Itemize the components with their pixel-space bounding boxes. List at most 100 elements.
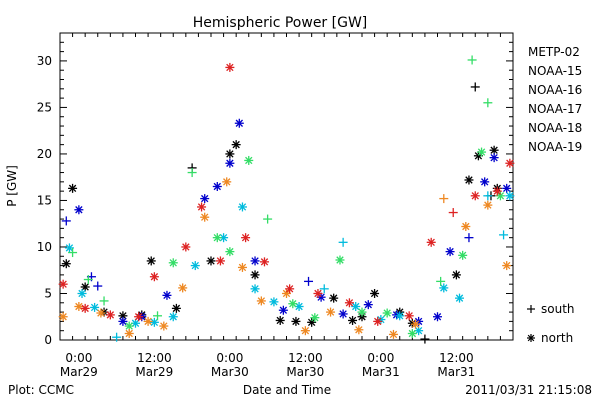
marker-stroke bbox=[484, 201, 492, 209]
marker-stroke bbox=[90, 303, 99, 312]
data-point bbox=[373, 316, 383, 326]
data-point bbox=[492, 186, 502, 196]
marker-stroke bbox=[68, 184, 77, 193]
footer-plot-credit: Plot: CCMC bbox=[8, 383, 74, 397]
x-tick-label: 0:00 bbox=[216, 351, 243, 365]
data-point bbox=[96, 308, 106, 318]
data-point bbox=[388, 329, 398, 339]
marker-stroke bbox=[458, 251, 467, 260]
marker-stroke bbox=[119, 317, 127, 326]
data-point bbox=[483, 200, 493, 210]
marker-stroke bbox=[292, 317, 300, 326]
data-point bbox=[338, 309, 348, 319]
marker-stroke bbox=[358, 308, 366, 316]
data-point bbox=[225, 247, 235, 257]
data-point bbox=[470, 191, 480, 201]
marker-stroke bbox=[480, 178, 489, 186]
data-point bbox=[502, 261, 512, 271]
x-tick-label: Mar29 bbox=[135, 365, 173, 379]
data-point bbox=[241, 233, 251, 243]
marker-stroke bbox=[97, 309, 105, 317]
data-point bbox=[348, 315, 358, 325]
marker-stroke bbox=[251, 271, 259, 279]
data-point bbox=[250, 270, 260, 280]
marker-stroke bbox=[213, 233, 221, 242]
data-point bbox=[275, 315, 285, 325]
marker-stroke bbox=[182, 243, 190, 251]
marker-stroke bbox=[396, 312, 404, 320]
data-point bbox=[335, 255, 345, 265]
marker-stroke bbox=[452, 271, 461, 279]
data-point bbox=[363, 300, 373, 310]
marker-stroke bbox=[119, 312, 127, 320]
marker-stroke bbox=[405, 312, 413, 320]
data-point bbox=[269, 297, 279, 307]
marker-stroke bbox=[257, 297, 266, 305]
data-point bbox=[74, 302, 84, 312]
marker-stroke bbox=[81, 283, 89, 291]
data-point bbox=[357, 307, 367, 317]
data-point bbox=[58, 312, 68, 322]
marker-stroke bbox=[134, 313, 143, 321]
data-point bbox=[168, 258, 178, 268]
data-point bbox=[68, 183, 78, 193]
marker-stroke bbox=[370, 289, 379, 298]
marker-stroke bbox=[238, 263, 247, 272]
data-point bbox=[313, 288, 323, 298]
data-point bbox=[285, 284, 295, 294]
data-point bbox=[225, 62, 235, 72]
marker-stroke bbox=[455, 294, 464, 302]
data-point bbox=[467, 55, 477, 65]
x-axis: 0:00Mar2912:00Mar290:00Mar3012:00Mar300:… bbox=[59, 33, 514, 379]
south-marker-icon bbox=[527, 305, 535, 313]
marker-stroke bbox=[295, 302, 303, 311]
marker-stroke bbox=[260, 258, 269, 266]
data-point bbox=[370, 288, 380, 298]
data-point bbox=[225, 158, 235, 168]
marker-stroke bbox=[477, 148, 486, 156]
data-point bbox=[206, 256, 216, 266]
data-point bbox=[80, 303, 90, 313]
marker-stroke bbox=[270, 298, 278, 306]
marker-legend: south north bbox=[527, 302, 575, 345]
data-point bbox=[124, 328, 134, 338]
x-tick-label: Mar31 bbox=[437, 365, 475, 379]
data-point bbox=[105, 310, 115, 320]
marker-stroke bbox=[311, 313, 319, 322]
data-point bbox=[407, 328, 417, 338]
marker-stroke bbox=[65, 244, 74, 252]
marker-stroke bbox=[289, 300, 297, 308]
data-point bbox=[278, 305, 288, 315]
legend-item: NOAA-19 bbox=[528, 140, 582, 154]
marker-stroke bbox=[326, 308, 335, 316]
data-point bbox=[80, 282, 90, 292]
data-point bbox=[464, 233, 474, 243]
marker-stroke bbox=[282, 289, 291, 298]
data-point bbox=[291, 316, 301, 326]
legend: METP-02 NOAA-15 NOAA-16 NOAA-17 NOAA-18 NOAA-… bbox=[528, 45, 582, 154]
data-point bbox=[171, 303, 181, 313]
marker-stroke bbox=[150, 318, 159, 327]
marker-stroke bbox=[352, 302, 360, 311]
y-tick-label: 10 bbox=[37, 240, 52, 254]
marker-stroke bbox=[59, 280, 67, 288]
marker-stroke bbox=[150, 273, 159, 281]
marker-stroke bbox=[160, 322, 168, 330]
data-point bbox=[112, 332, 122, 342]
data-point bbox=[212, 233, 222, 243]
marker-stroke bbox=[329, 294, 338, 302]
marker-stroke bbox=[201, 194, 209, 203]
y-tick-label: 20 bbox=[37, 147, 52, 161]
data-point bbox=[436, 276, 446, 286]
data-point bbox=[326, 307, 336, 317]
marker-stroke bbox=[216, 257, 225, 265]
data-point bbox=[495, 191, 505, 201]
y-axis-label: P [GW] bbox=[5, 165, 19, 207]
data-point bbox=[477, 147, 487, 157]
data-point bbox=[470, 82, 480, 92]
data-point bbox=[231, 140, 241, 150]
marker-stroke bbox=[125, 322, 133, 330]
marker-stroke bbox=[503, 184, 511, 193]
data-point bbox=[499, 230, 509, 240]
